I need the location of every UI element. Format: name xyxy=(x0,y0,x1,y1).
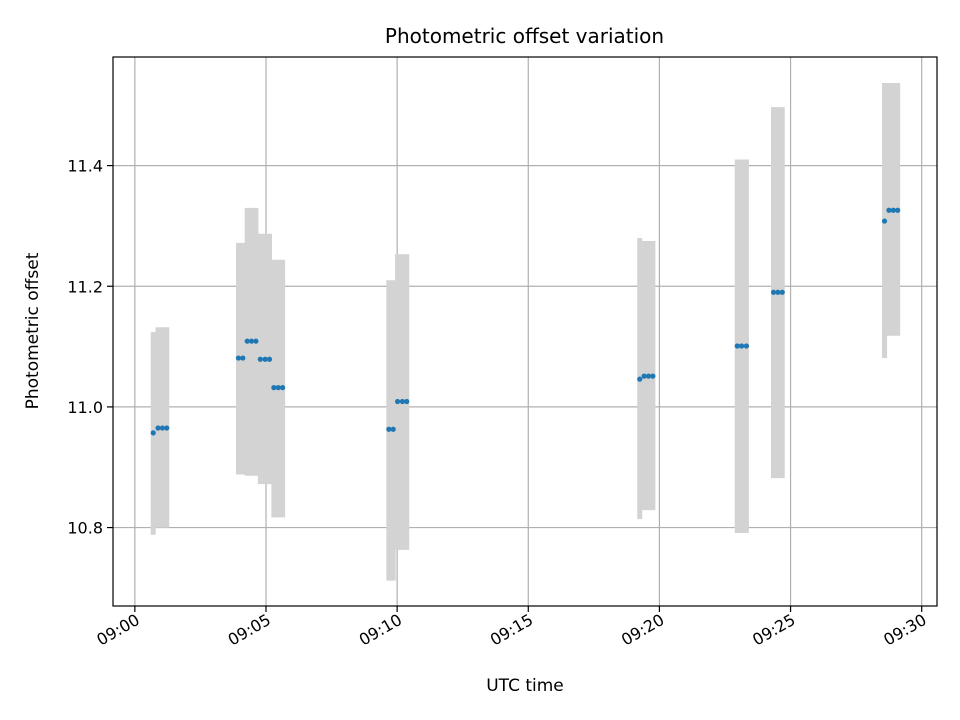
y-tick-label: 11.2 xyxy=(67,277,103,296)
data-point xyxy=(266,356,273,362)
grid-lines xyxy=(113,57,937,606)
data-point xyxy=(386,426,392,432)
data-point xyxy=(890,207,896,213)
data-point xyxy=(155,425,161,431)
data-point xyxy=(739,343,745,349)
y-tick-label: 11.4 xyxy=(67,157,103,176)
y-tick-label: 10.8 xyxy=(67,519,103,538)
data-point xyxy=(404,398,410,405)
data-point xyxy=(164,425,170,431)
data-point xyxy=(271,385,277,391)
y-axis-label: Photometric offset xyxy=(23,252,43,409)
data-point xyxy=(881,218,888,224)
data-point xyxy=(399,398,405,405)
data-point xyxy=(262,356,268,362)
data-point xyxy=(770,289,777,295)
data-point xyxy=(253,338,259,344)
data-point xyxy=(637,376,643,382)
data-point xyxy=(244,338,250,344)
data-points xyxy=(150,207,901,436)
data-point xyxy=(734,343,740,349)
data-point xyxy=(650,373,656,379)
data-point xyxy=(390,426,396,432)
data-point xyxy=(257,356,263,362)
data-point xyxy=(775,289,781,295)
data-point xyxy=(641,373,647,379)
data-point xyxy=(280,385,286,391)
y-tick-label: 11.0 xyxy=(67,398,103,417)
data-point xyxy=(895,207,901,213)
data-point xyxy=(645,373,652,379)
data-point xyxy=(743,343,750,349)
data-point xyxy=(886,207,892,213)
data-point xyxy=(275,385,281,391)
data-point xyxy=(394,398,401,405)
chart-title: Photometric offset variation xyxy=(385,24,664,48)
data-point xyxy=(159,425,165,431)
plot-frame xyxy=(112,56,938,607)
y-axis-ticks: 10.8 11.0 11.2 11.4 xyxy=(67,157,113,538)
data-point xyxy=(248,338,255,344)
x-axis-label: UTC time xyxy=(486,676,564,696)
data-point xyxy=(240,355,246,361)
data-point xyxy=(235,355,242,361)
data-point xyxy=(779,289,785,295)
data-point xyxy=(150,430,156,436)
